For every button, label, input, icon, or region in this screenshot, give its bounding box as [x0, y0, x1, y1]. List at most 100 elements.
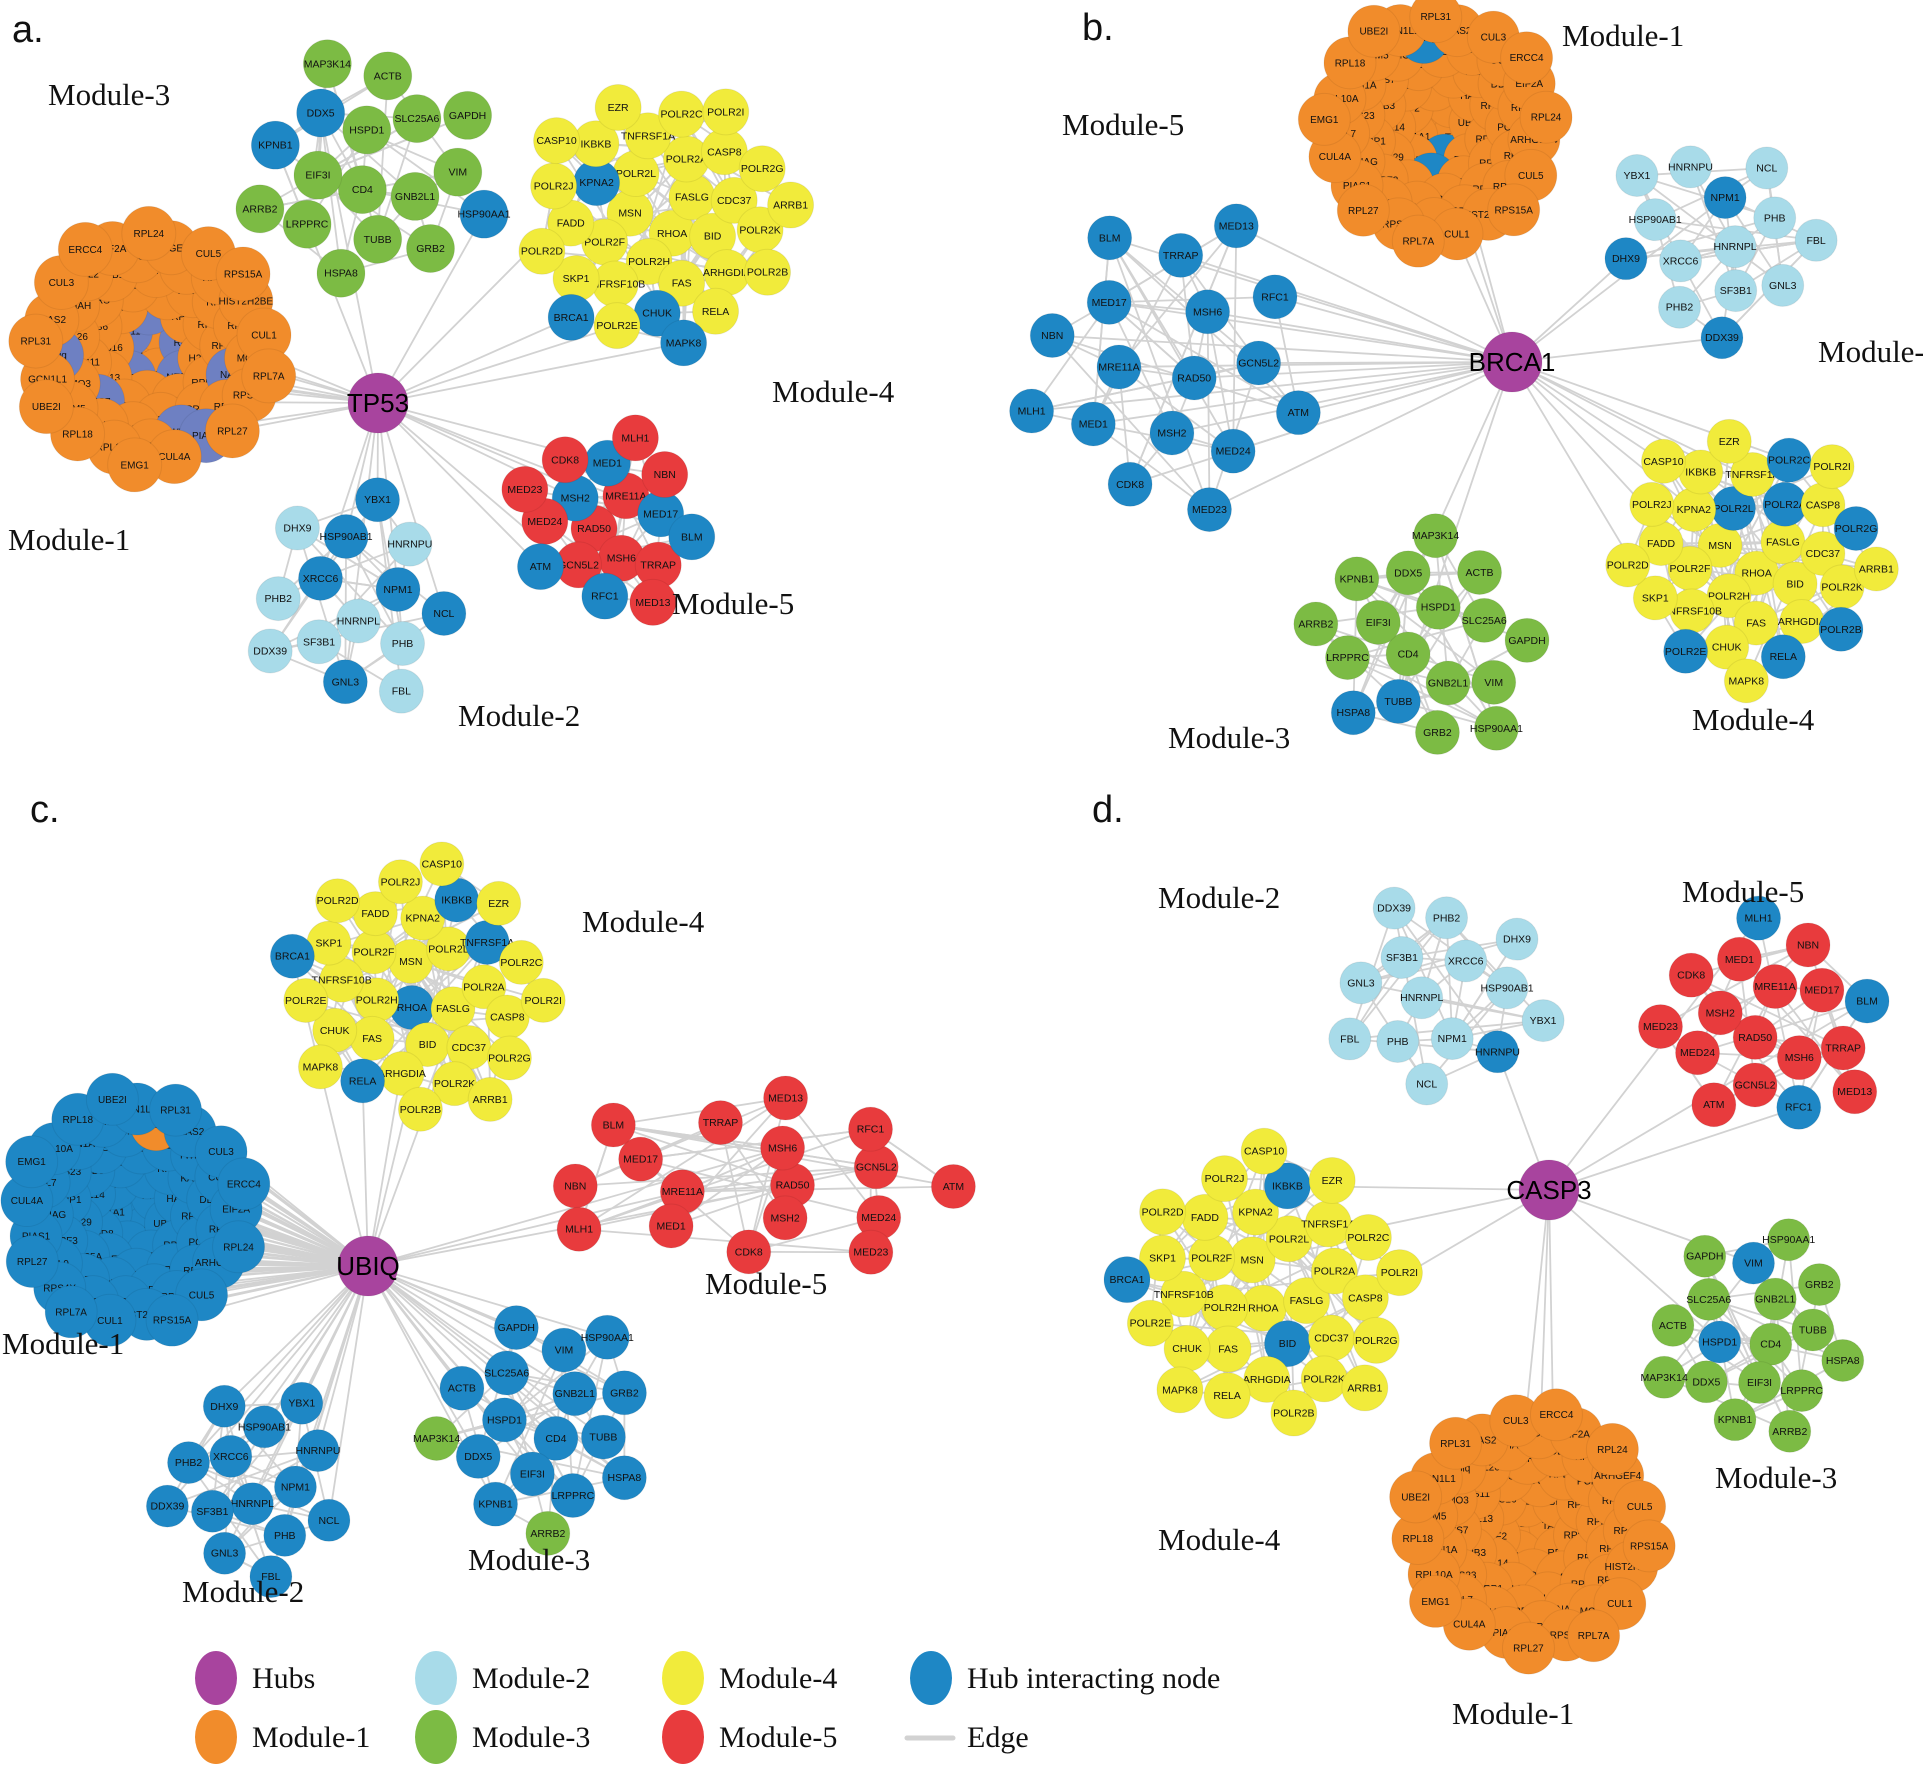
- node-label-XRCC6: XRCC6: [303, 573, 339, 585]
- node-label-RPL7A: RPL7A: [55, 1307, 87, 1318]
- node-label-MED17: MED17: [623, 1154, 658, 1166]
- node-label-RPS15A: RPS15A: [1630, 1541, 1669, 1552]
- node-label-VIM: VIM: [1744, 1258, 1763, 1270]
- node-HSPD1: [342, 105, 392, 155]
- edge: [747, 1216, 880, 1253]
- node-label-VIM: VIM: [448, 167, 467, 179]
- node-TNFRSF1A: [624, 112, 672, 160]
- node-label-MED23: MED23: [1192, 504, 1227, 516]
- node-label-POLR2E: POLR2E: [1665, 646, 1706, 658]
- node-UBE2I: [1347, 4, 1401, 58]
- node-XRCC6: [1444, 939, 1488, 983]
- node-label-RPL24: RPL24: [134, 229, 165, 240]
- node-SLC25A6: [392, 94, 442, 144]
- edge: [1445, 916, 1545, 1022]
- node-label-POLR2A: POLR2A: [463, 981, 504, 993]
- node-ARHGDIA: [1243, 1355, 1291, 1403]
- node-MSH6: [1185, 289, 1231, 335]
- node-label-GNB2L1: GNB2L1: [1755, 1294, 1795, 1306]
- node-label-RPL27: RPL27: [217, 426, 248, 437]
- node-CDK8: [726, 1229, 772, 1275]
- node-ARRB2: [1293, 601, 1339, 647]
- edge: [1696, 944, 1809, 1054]
- node-POLR2J: [1629, 481, 1675, 527]
- node-label-RPS4X: RPS4X: [1550, 1631, 1583, 1642]
- node-POLR2B: [397, 1086, 443, 1132]
- node-label-ARRB1: ARRB1: [1859, 563, 1894, 575]
- node-label-UBE2I: UBE2I: [32, 402, 61, 413]
- edge: [1092, 236, 1111, 425]
- node-label-BLM: BLM: [1856, 996, 1878, 1008]
- node-RPL31: [149, 1083, 203, 1137]
- node-label-CASP8: CASP8: [707, 146, 742, 158]
- node-label-SLC25A6: SLC25A6: [1686, 1294, 1731, 1306]
- node-RPL31: [1409, 0, 1463, 44]
- node-label-ATM: ATM: [1703, 1099, 1724, 1111]
- node-label-TRRAP: TRRAP: [1163, 250, 1199, 262]
- node-EZR: [1706, 418, 1752, 464]
- node-label-DHX9: DHX9: [283, 523, 311, 535]
- edge: [574, 1165, 878, 1187]
- node-label-ARRB2: ARRB2: [530, 1528, 565, 1540]
- node-HSP90AB1: [323, 514, 369, 560]
- edge: [269, 588, 399, 652]
- node-UBE2I: [18, 379, 74, 435]
- node-KPNB1: [250, 120, 300, 170]
- node-label-POLR2B: POLR2B: [400, 1104, 441, 1116]
- node-RELA: [340, 1058, 386, 1104]
- legend-swatch-module-4: [662, 1651, 704, 1705]
- node-ERCC4: [57, 221, 113, 277]
- node-TNFRSF10B: [1160, 1270, 1208, 1318]
- node-MED24: [1675, 1030, 1721, 1076]
- node-label-FADD: FADD: [1647, 538, 1675, 550]
- node-MED1: [1716, 936, 1762, 982]
- node-label-GNL3: GNL3: [211, 1548, 239, 1560]
- labels-layer: a. Module-1 Module-2 Module-3 Module-4 Module…: [8, 9, 895, 733]
- node-label-FBL: FBL: [1340, 1033, 1359, 1045]
- hub-edge: [377, 402, 445, 615]
- node-label-UBE2I: UBE2I: [1401, 1492, 1430, 1503]
- node-label-POLR2L: POLR2L: [616, 168, 656, 180]
- node-label-UBE2I: UBE2I: [98, 1095, 127, 1106]
- node-label-POLR2B: POLR2B: [1820, 624, 1861, 636]
- node-HSPA8: [316, 248, 366, 298]
- node-label-RPL24: RPL24: [1531, 113, 1562, 124]
- node-label-NBN: NBN: [654, 469, 676, 481]
- hub-edge: [1208, 361, 1513, 511]
- node-MSH6: [1776, 1035, 1822, 1081]
- node-ARRB1: [1853, 546, 1899, 592]
- node-label-MED23: MED23: [507, 484, 542, 496]
- node-label-RPS15A: RPS15A: [1495, 205, 1534, 216]
- node-label-CASP10: CASP10: [1244, 1146, 1284, 1158]
- node-label-TRRAP: TRRAP: [1825, 1042, 1861, 1054]
- node-RFC1: [1252, 274, 1298, 320]
- node-label-NPM1: NPM1: [1711, 192, 1740, 204]
- node-label-MSH2: MSH2: [1157, 427, 1186, 439]
- node-label-MSH6: MSH6: [607, 553, 636, 565]
- node-label-BRCA1: BRCA1: [1109, 1274, 1144, 1286]
- node-label-MSH2: MSH2: [561, 493, 590, 505]
- node-label-ARHGDIA: ARHGDIA: [378, 1068, 426, 1080]
- module-title-d-Module-2: Module-2: [1158, 880, 1280, 915]
- node-DDX5: [1385, 550, 1431, 596]
- node-MAP3K14: [302, 39, 352, 89]
- node-POLR2B: [744, 248, 792, 296]
- edge: [1393, 907, 1499, 1053]
- node-DHX9: [202, 1384, 246, 1428]
- node-POLR2E: [1663, 628, 1709, 674]
- node-DDX39: [1372, 886, 1416, 930]
- node-RPL7A: [1391, 214, 1445, 268]
- node-label-SLC25A6: SLC25A6: [484, 1367, 529, 1379]
- node-label-CUL4A: CUL4A: [1319, 152, 1352, 163]
- node-GNB2L1: [1425, 660, 1471, 706]
- node-label-GNL3: GNL3: [1769, 280, 1797, 292]
- node-label-HSP90AA1: HSP90AA1: [581, 1332, 634, 1344]
- node-SF3B1: [1714, 269, 1758, 313]
- panel-letter-a: a.: [12, 9, 44, 51]
- node-label-ERCC4: ERCC4: [68, 245, 102, 256]
- edge: [719, 1121, 750, 1253]
- node-label-HSPD1: HSPD1: [487, 1414, 522, 1426]
- hub-node-UBIQ: [337, 1235, 399, 1297]
- node-label-HIST2H2BE: HIST2H2BE: [219, 296, 274, 307]
